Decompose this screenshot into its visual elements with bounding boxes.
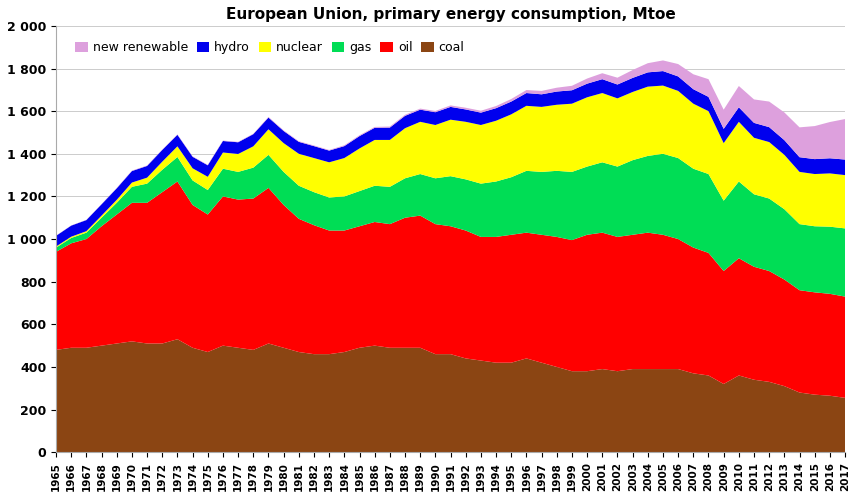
Title: European Union, primary energy consumption, Mtoe: European Union, primary energy consumpti… bbox=[225, 7, 675, 22]
Legend: new renewable, hydro, nuclear, gas, oil, coal: new renewable, hydro, nuclear, gas, oil,… bbox=[70, 36, 470, 59]
